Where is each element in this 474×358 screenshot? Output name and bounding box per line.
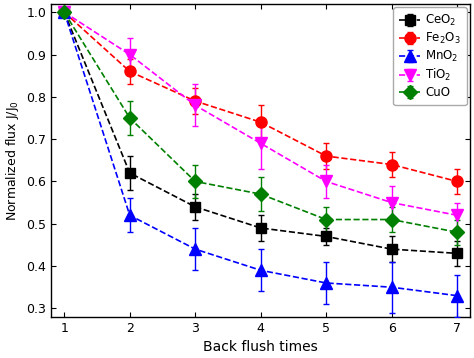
Legend: CeO$_2$, Fe$_2$O$_3$, MnO$_2$, TiO$_2$, CuO: CeO$_2$, Fe$_2$O$_3$, MnO$_2$, TiO$_2$, … [393,7,467,105]
Y-axis label: Normalized flux J/J$_0$: Normalized flux J/J$_0$ [4,100,21,221]
X-axis label: Back flush times: Back flush times [203,340,318,354]
